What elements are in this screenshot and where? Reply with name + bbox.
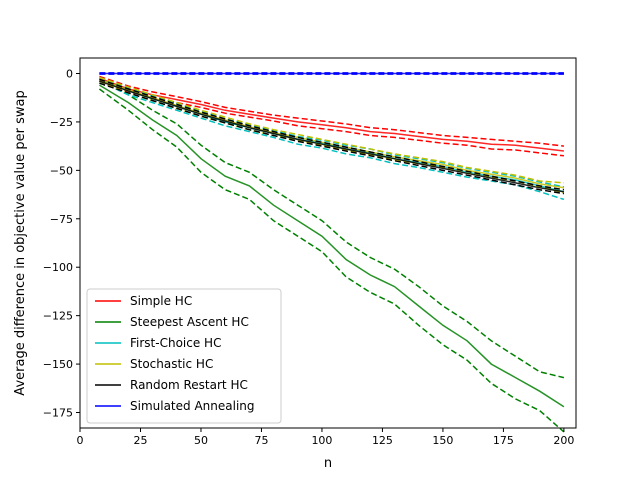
x-axis-label: n: [324, 456, 332, 471]
y-tick-label: −150: [43, 358, 73, 371]
legend-label-steepest-ascent-hc: Steepest Ascent HC: [130, 315, 249, 329]
legend-label-simple-hc: Simple HC: [130, 294, 192, 308]
legend-label-random-restart-hc: Random Restart HC: [130, 378, 248, 392]
legend-box: [86, 288, 282, 424]
legend-label-simulated-annealing: Simulated Annealing: [130, 399, 255, 413]
y-tick-label: −50: [50, 164, 73, 177]
legend-label-first-choice-hc: First-Choice HC: [130, 336, 221, 350]
x-axis: 0 25 50 75 100 125 150 175 200: [77, 428, 574, 447]
y-tick-label: −100: [43, 261, 73, 274]
x-tick-label: 150: [432, 434, 453, 447]
x-tick-label: 175: [493, 434, 514, 447]
series-lower-bound-steepest-ascent-hc: [98, 88, 565, 433]
y-tick-label: −125: [43, 310, 73, 323]
series-upper-bound-first-choice-hc: [99, 76, 565, 188]
plot-lines: [98, 72, 565, 433]
x-tick-label: 25: [133, 434, 147, 447]
y-axis: 0 −25 −50 −75 −100 −125 −150 −175: [43, 67, 80, 420]
series-line-simple-hc: [99, 77, 564, 152]
legend-label-stochastic-hc: Stochastic HC: [130, 357, 213, 371]
legend: Simple HC Steepest Ascent HC First-Choice …: [86, 288, 282, 424]
x-tick-label: 0: [77, 434, 84, 447]
x-tick-label: 75: [254, 434, 268, 447]
x-tick-label: 100: [311, 434, 332, 447]
series-upper-bound-random-restart-hc: [99, 78, 565, 191]
y-tick-label: −25: [50, 116, 73, 129]
x-tick-label: 125: [372, 434, 393, 447]
series-upper-bound-stochastic-hc: [99, 76, 564, 184]
x-tick-label: 200: [553, 434, 574, 447]
y-tick-label: 0: [66, 67, 73, 80]
plot-frame: [79, 57, 577, 429]
x-tick-label: 50: [194, 434, 208, 447]
series-upper-bound-steepest-ascent-hc: [99, 80, 565, 379]
series-lower-bound-random-restart-hc: [99, 82, 565, 195]
series-lower-bound-first-choice-hc: [99, 80, 565, 201]
series-line-random-restart-hc: [99, 80, 565, 193]
y-tick-label: −75: [50, 213, 73, 226]
series-line-steepest-ascent-hc: [99, 84, 565, 408]
y-tick-label: −175: [43, 407, 73, 420]
series-upper-bound-simple-hc: [99, 75, 564, 147]
y-axis-label: Average difference in objective value pe…: [13, 90, 28, 395]
